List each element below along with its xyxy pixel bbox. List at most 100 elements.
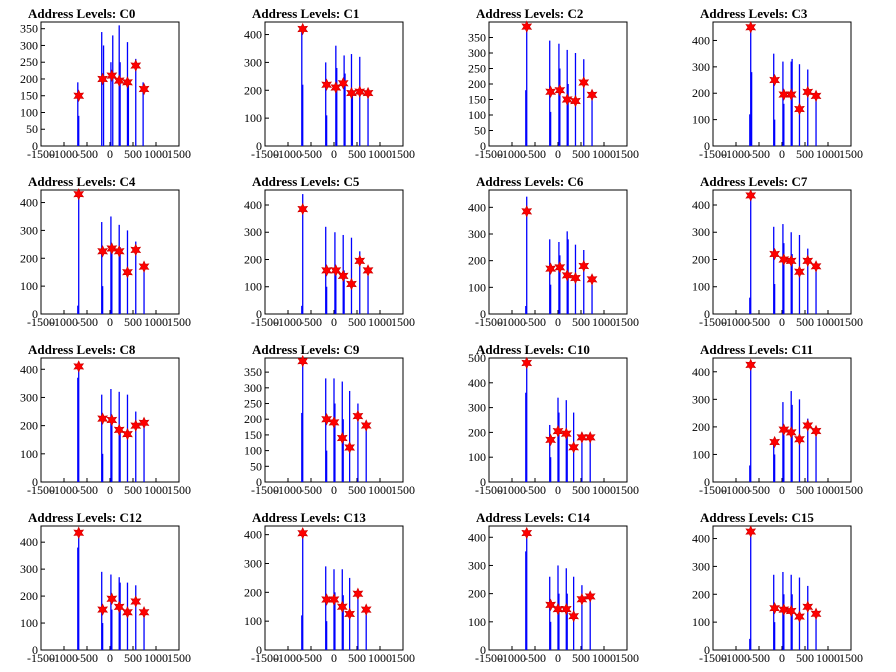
x-tick-label: 0 xyxy=(331,315,337,329)
y-tick-label: 100 xyxy=(20,279,38,293)
x-tick-label: 1500 xyxy=(167,651,191,665)
x-tick-label: 500 xyxy=(348,147,366,161)
y-tick-label: 300 xyxy=(692,392,710,406)
peak-marker xyxy=(73,89,85,102)
x-tick-label: -500 xyxy=(524,651,546,665)
y-tick-label: 400 xyxy=(692,198,710,212)
y-tick-label: 150 xyxy=(20,89,38,103)
x-tick-label: -1000 xyxy=(50,651,78,665)
x-tick-label: 1000 xyxy=(592,147,616,161)
y-tick-label: 200 xyxy=(20,72,38,86)
plot-frame xyxy=(264,21,404,147)
y-tick-label: 400 xyxy=(692,33,710,47)
panel-title: Address Levels: C10 xyxy=(476,342,590,357)
peak-marker xyxy=(362,86,374,100)
peak-marker xyxy=(321,412,333,426)
x-tick-label: -1500 xyxy=(699,651,727,665)
peak-marker xyxy=(321,264,333,277)
x-tick-label: 1000 xyxy=(592,483,616,497)
plot-frame xyxy=(712,525,852,651)
peak-marker xyxy=(785,604,797,618)
peak-marker xyxy=(745,358,757,372)
peak-marker xyxy=(794,102,805,116)
y-tick-label: 100 xyxy=(468,280,486,294)
x-tick-label: -500 xyxy=(524,483,546,497)
plot-frame xyxy=(712,189,852,315)
x-tick-label: -500 xyxy=(300,651,322,665)
x-tick-label: -1500 xyxy=(699,315,727,329)
y-tick-label: 50 xyxy=(250,459,262,473)
y-tick-label: 400 xyxy=(20,362,38,376)
x-tick-label: 500 xyxy=(796,651,814,665)
peak-marker xyxy=(106,592,118,606)
y-tick-label: 0 xyxy=(704,475,710,489)
peak-marker xyxy=(130,243,142,257)
x-tick-label: -1500 xyxy=(251,315,279,329)
peak-marker xyxy=(97,72,109,86)
peak-marker xyxy=(330,81,342,94)
peak-marker xyxy=(321,593,333,606)
y-tick-label: 400 xyxy=(244,528,262,542)
y-tick-label: 200 xyxy=(692,86,710,100)
peak-marker xyxy=(346,86,357,100)
peak-marker xyxy=(568,441,580,454)
peak-marker xyxy=(138,82,150,96)
peak-marker xyxy=(106,413,118,427)
peak-marker xyxy=(113,245,125,258)
x-tick-label: 1500 xyxy=(839,483,863,497)
peak-marker xyxy=(138,416,150,430)
peak-marker xyxy=(561,93,573,106)
peak-marker xyxy=(545,433,557,447)
panel-title: Address Levels: C12 xyxy=(28,510,142,525)
peak-marker xyxy=(521,20,533,33)
x-tick-label: 1500 xyxy=(167,483,191,497)
x-tick-label: -1500 xyxy=(475,483,503,497)
x-tick-label: 500 xyxy=(348,651,366,665)
panel-c15: Address Levels: C15 0 100 200 300 400 -1500-10… xyxy=(692,510,863,665)
peak-marker xyxy=(578,259,590,273)
y-tick-label: 400 xyxy=(468,530,486,544)
x-tick-label: 1000 xyxy=(144,315,168,329)
peak-marker xyxy=(360,419,372,432)
y-tick-label: 400 xyxy=(20,196,38,210)
peak-marker xyxy=(73,526,85,539)
panel-title: Address Levels: C6 xyxy=(476,174,584,189)
x-tick-label: -1000 xyxy=(498,651,526,665)
peak-marker xyxy=(344,607,356,621)
y-tick-label: 100 xyxy=(244,614,262,628)
peak-marker xyxy=(794,265,805,278)
y-tick-label: 350 xyxy=(20,22,38,36)
panel-title: Address Levels: C7 xyxy=(700,174,808,189)
peak-marker xyxy=(521,356,533,370)
peak-marker xyxy=(810,607,822,621)
x-tick-label: 1500 xyxy=(615,147,639,161)
x-tick-label: 1000 xyxy=(368,147,392,161)
x-tick-label: 500 xyxy=(796,315,814,329)
y-tick-label: 300 xyxy=(692,559,710,573)
x-tick-label: 1500 xyxy=(615,483,639,497)
plot-frame xyxy=(40,21,180,147)
panel-c4: Address Levels: C4 0 100 200 300 400 -1500-100… xyxy=(20,174,191,329)
peak-marker xyxy=(778,88,790,101)
y-tick-label: 200 xyxy=(244,83,262,97)
peak-marker xyxy=(130,595,142,608)
plot-frame xyxy=(712,21,852,147)
peak-marker xyxy=(354,254,366,268)
peak-marker xyxy=(362,264,374,277)
y-tick-label: 250 xyxy=(468,62,486,76)
panel-c2: Address Levels: C2050100150200250300350-… xyxy=(468,6,639,161)
x-tick-label: 500 xyxy=(572,315,590,329)
y-tick-label: 200 xyxy=(468,587,486,601)
peak-marker xyxy=(794,610,805,623)
x-tick-label: 500 xyxy=(124,483,142,497)
plot-frame xyxy=(40,525,180,651)
peak-marker xyxy=(330,264,342,277)
y-tick-label: 0 xyxy=(32,643,38,657)
x-tick-label: 1000 xyxy=(144,147,168,161)
peak-marker xyxy=(745,189,757,202)
x-tick-label: -1000 xyxy=(274,147,302,161)
peak-marker xyxy=(576,593,588,606)
peak-marker xyxy=(560,427,572,440)
x-tick-label: 1500 xyxy=(391,651,415,665)
